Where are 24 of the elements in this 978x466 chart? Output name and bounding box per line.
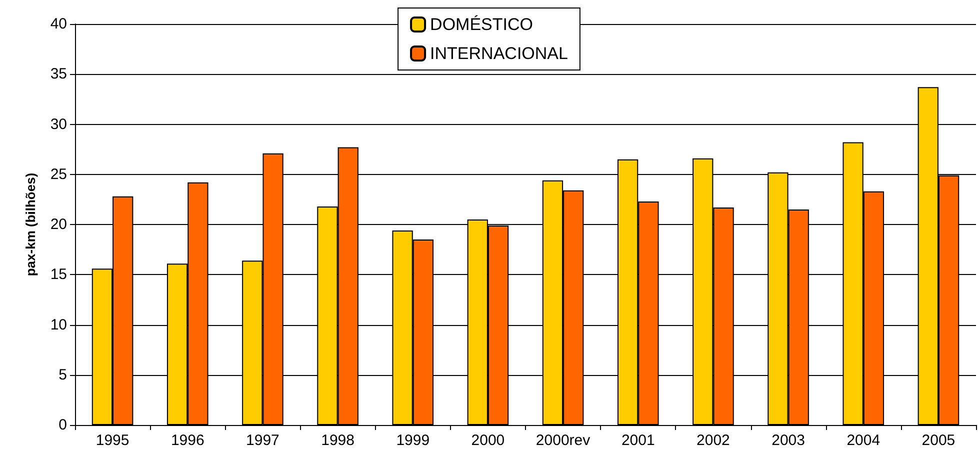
y-tick-label: 35: [50, 66, 67, 83]
x-tick-label: 2002: [696, 432, 730, 449]
x-tick-label: 2004: [846, 432, 880, 449]
x-tick-label: 1997: [246, 432, 280, 449]
x-tick-label: 2003: [772, 432, 805, 449]
x-tick-label: 2001: [621, 432, 655, 449]
y-tick-label: 15: [50, 266, 67, 284]
x-tick-label: 1999: [396, 432, 430, 449]
legend-label: DOMÉSTICO: [430, 15, 533, 34]
y-tick-label: 30: [50, 116, 67, 133]
y-tick-label: 0: [58, 416, 67, 434]
y-tick-label: 5: [58, 366, 67, 384]
x-tick-label: 2000: [471, 432, 505, 449]
y-tick-label: 10: [50, 316, 67, 334]
x-tick-label: 2000rev: [536, 432, 591, 449]
x-tick-label: 1998: [321, 432, 354, 449]
x-tick-label: 1995: [96, 432, 130, 449]
y-axis-title: pax-km (bilhões): [23, 172, 38, 276]
legend-label: INTERNACIONAL: [430, 44, 568, 63]
y-tick-label: 20: [50, 216, 67, 233]
y-tick-label: 40: [50, 16, 67, 32]
x-tick-label: 2005: [922, 432, 956, 449]
y-tick-label: 25: [50, 166, 67, 183]
x-tick-label: 1996: [170, 432, 204, 449]
